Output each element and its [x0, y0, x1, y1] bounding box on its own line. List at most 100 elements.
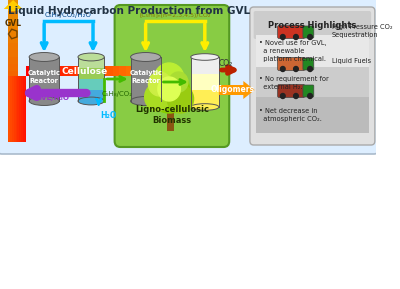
Bar [78, 90, 104, 101]
Bar [256, 35, 369, 67]
Polygon shape [8, 92, 18, 99]
Circle shape [145, 83, 171, 111]
Text: Liquid Fuels: Liquid Fuels [332, 58, 371, 64]
Polygon shape [8, 36, 18, 42]
Text: C₅H₈/CO₂: C₅H₈/CO₂ [102, 91, 133, 97]
Bar [256, 67, 369, 99]
Polygon shape [8, 107, 18, 114]
Circle shape [308, 94, 312, 99]
Polygon shape [8, 78, 18, 85]
Bar [191, 90, 219, 107]
Ellipse shape [29, 53, 59, 62]
Polygon shape [8, 76, 10, 142]
Text: Catalytic
Reactor: Catalytic Reactor [129, 70, 162, 84]
FancyBboxPatch shape [303, 58, 314, 70]
Bar [191, 57, 219, 74]
Text: Process Highlights: Process Highlights [268, 21, 356, 29]
Text: GVL/H₂O: GVL/H₂O [36, 95, 70, 101]
Text: [C₅H₈]ₙ(n=2,3,4,5)/CO₂: [C₅H₈]ₙ(n=2,3,4,5)/CO₂ [139, 13, 210, 18]
Circle shape [158, 77, 180, 101]
Ellipse shape [130, 53, 161, 62]
Polygon shape [8, 99, 18, 107]
Ellipse shape [78, 97, 104, 105]
Text: CO₂: CO₂ [218, 59, 233, 68]
Ellipse shape [29, 97, 59, 105]
Polygon shape [21, 76, 23, 142]
Circle shape [308, 34, 312, 40]
Polygon shape [12, 76, 14, 142]
Polygon shape [8, 28, 18, 36]
Polygon shape [132, 66, 138, 76]
Polygon shape [8, 0, 18, 7]
Polygon shape [219, 81, 255, 99]
Circle shape [154, 63, 184, 95]
Text: High Pressure CO₂
Sequestration: High Pressure CO₂ Sequestration [332, 25, 392, 38]
Polygon shape [39, 66, 45, 76]
FancyBboxPatch shape [278, 58, 305, 71]
Polygon shape [16, 76, 17, 142]
Ellipse shape [191, 104, 219, 110]
Polygon shape [4, 0, 22, 11]
Text: • No requirement for
  external H₂.: • No requirement for external H₂. [259, 76, 329, 90]
Polygon shape [26, 66, 32, 76]
Polygon shape [76, 66, 82, 76]
Polygon shape [32, 66, 39, 76]
Circle shape [308, 66, 312, 71]
Polygon shape [101, 66, 107, 76]
FancyBboxPatch shape [303, 85, 314, 97]
Circle shape [294, 34, 298, 40]
Polygon shape [8, 21, 18, 28]
Polygon shape [5, 0, 22, 142]
Polygon shape [8, 64, 18, 71]
Polygon shape [107, 66, 113, 76]
Bar [78, 57, 104, 68]
Text: H₂O: H₂O [100, 111, 117, 120]
FancyBboxPatch shape [254, 11, 371, 39]
FancyBboxPatch shape [303, 26, 314, 38]
Polygon shape [8, 7, 18, 14]
FancyBboxPatch shape [0, 0, 379, 154]
Polygon shape [144, 66, 150, 76]
Polygon shape [24, 76, 26, 142]
Circle shape [280, 66, 285, 71]
Polygon shape [8, 85, 18, 92]
FancyBboxPatch shape [250, 7, 375, 145]
Polygon shape [8, 121, 18, 128]
Circle shape [280, 94, 285, 99]
Polygon shape [64, 66, 70, 76]
Circle shape [280, 34, 285, 40]
Polygon shape [17, 76, 19, 142]
Polygon shape [10, 76, 12, 142]
Ellipse shape [78, 53, 104, 61]
Circle shape [148, 72, 171, 96]
Polygon shape [70, 66, 76, 76]
Text: • Net decrease in
  atmospheric CO₂.: • Net decrease in atmospheric CO₂. [259, 108, 322, 122]
Polygon shape [23, 76, 24, 142]
Polygon shape [138, 66, 144, 76]
Text: Oligomers: Oligomers [211, 86, 255, 95]
Circle shape [148, 69, 190, 113]
Text: C₅H₈/CO₂/H₂O: C₅H₈/CO₂/H₂O [44, 12, 91, 18]
Text: Liquid Hydrocarbon Production from GVL: Liquid Hydrocarbon Production from GVL [8, 6, 250, 16]
Polygon shape [19, 76, 21, 142]
Polygon shape [94, 66, 101, 76]
Polygon shape [8, 135, 18, 142]
Bar [167, 103, 174, 131]
Circle shape [169, 72, 188, 92]
Polygon shape [113, 66, 119, 76]
Bar [256, 97, 369, 133]
Polygon shape [8, 50, 18, 57]
Bar [29, 57, 59, 101]
Bar [78, 68, 104, 79]
Polygon shape [8, 114, 18, 121]
FancyBboxPatch shape [278, 84, 305, 97]
Text: Cellulose: Cellulose [62, 66, 108, 75]
Circle shape [294, 94, 298, 99]
Polygon shape [8, 42, 18, 50]
Polygon shape [8, 128, 18, 135]
Polygon shape [119, 66, 126, 76]
Text: GVL: GVL [5, 19, 22, 29]
FancyBboxPatch shape [278, 25, 305, 38]
Bar [191, 74, 219, 90]
Ellipse shape [130, 97, 161, 105]
